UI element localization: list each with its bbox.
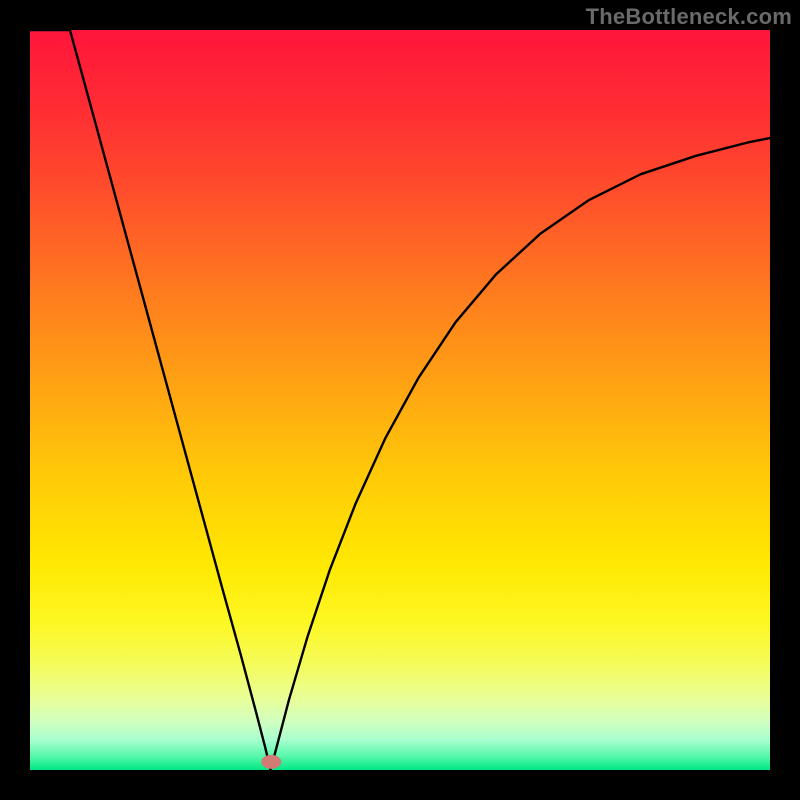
watermark-text: TheBottleneck.com xyxy=(586,4,792,30)
chart-svg xyxy=(30,30,770,770)
optimum-marker xyxy=(261,755,281,769)
plot-area xyxy=(30,30,770,770)
gradient-background xyxy=(30,30,770,770)
